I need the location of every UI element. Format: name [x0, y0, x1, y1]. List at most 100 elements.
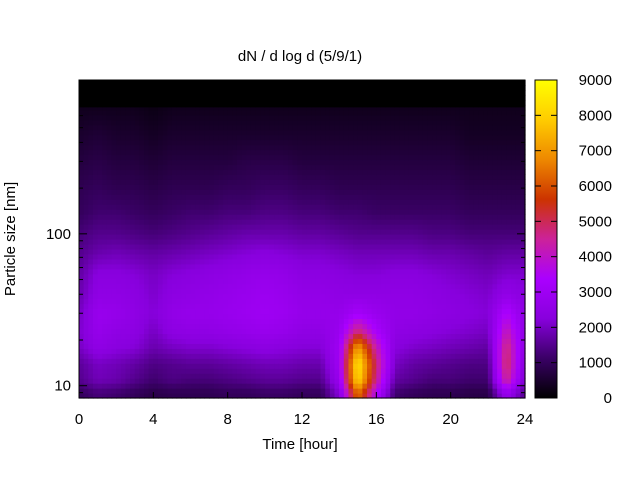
heatmap-cell: [371, 308, 377, 315]
heatmap-cell: [320, 308, 326, 315]
heatmap-cell: [157, 214, 164, 220]
heatmap-cell: [148, 298, 154, 305]
heatmap-cell: [88, 363, 94, 369]
heatmap-cell: [362, 258, 368, 265]
heatmap-cell: [185, 258, 192, 265]
heatmap-cell: [325, 283, 331, 290]
heatmap-cell: [185, 253, 192, 260]
heatmap-cell: [223, 263, 229, 270]
heatmap-cell: [218, 313, 224, 320]
heatmap-cell: [334, 219, 340, 225]
heatmap-cell: [88, 283, 94, 290]
heatmap-cell: [399, 104, 405, 111]
heatmap-cell: [325, 343, 331, 349]
heatmap-cell: [232, 248, 238, 255]
heatmap-cell: [181, 229, 187, 235]
heatmap-cell: [288, 129, 294, 136]
heatmap-cell: [106, 134, 113, 141]
heatmap-cell: [218, 124, 224, 131]
heatmap-cell: [97, 248, 103, 255]
heatmap-cell: [357, 154, 363, 161]
heatmap-cell: [297, 333, 303, 339]
heatmap-cell: [278, 214, 285, 220]
heatmap-cell: [390, 164, 396, 171]
heatmap-cell: [223, 144, 229, 151]
heatmap-cell: [418, 338, 424, 344]
heatmap-cell: [278, 253, 285, 260]
heatmap-cell: [102, 179, 108, 185]
heatmap-cell: [255, 388, 261, 394]
heatmap-cell: [144, 373, 150, 379]
heatmap-cell: [408, 149, 415, 156]
heatmap-cell: [209, 343, 215, 349]
heatmap-cell: [292, 383, 298, 389]
heatmap-cell: [102, 363, 108, 369]
heatmap-cell: [302, 229, 308, 235]
heatmap-cell: [274, 393, 280, 399]
heatmap-cell: [171, 268, 178, 275]
heatmap-cell: [320, 258, 326, 265]
heatmap-cell: [255, 149, 261, 156]
heatmap-cell: [181, 199, 187, 205]
heatmap-cell: [130, 288, 136, 295]
heatmap-cell: [427, 328, 433, 335]
heatmap-cell: [283, 248, 289, 255]
heatmap-cell: [367, 378, 373, 384]
heatmap-cell: [292, 169, 298, 176]
heatmap-cell: [157, 114, 164, 121]
heatmap-cell: [385, 189, 391, 195]
heatmap-cell: [353, 348, 359, 354]
heatmap-cell: [385, 248, 391, 255]
heatmap-cell: [241, 248, 247, 255]
heatmap-cell: [274, 378, 280, 384]
heatmap-cell: [130, 273, 136, 280]
heatmap-cell: [236, 278, 243, 285]
heatmap-cell: [102, 283, 108, 290]
heatmap-cell: [390, 124, 396, 131]
heatmap-cell: [353, 393, 359, 399]
heatmap-cell: [130, 263, 136, 270]
heatmap-cell: [385, 234, 391, 240]
heatmap-cell: [185, 368, 192, 374]
heatmap-cell: [436, 283, 442, 290]
heatmap-cell: [181, 174, 187, 180]
heatmap-cell: [274, 129, 280, 136]
heatmap-cell: [320, 214, 326, 220]
heatmap-cell: [422, 174, 429, 180]
heatmap-cell: [306, 393, 312, 399]
heatmap-cell: [130, 358, 136, 364]
heatmap-cell: [288, 283, 294, 290]
heatmap-cell: [371, 273, 377, 280]
heatmap-cell: [427, 348, 433, 354]
heatmap-cell: [102, 378, 108, 384]
heatmap-cell: [102, 139, 108, 146]
heatmap-cell: [195, 363, 201, 369]
heatmap-cell: [171, 293, 178, 300]
heatmap-cell: [92, 209, 99, 215]
heatmap-cell: [111, 343, 117, 349]
heatmap-cell: [422, 134, 429, 141]
heatmap-cell: [246, 358, 252, 364]
heatmap-cell: [376, 263, 382, 270]
heatmap-cell: [329, 363, 336, 369]
heatmap-cell: [339, 234, 345, 240]
heatmap-cell: [144, 298, 150, 305]
heatmap-cell: [380, 323, 387, 330]
heatmap-cell: [357, 253, 363, 260]
heatmap-cell: [167, 313, 173, 320]
heatmap-cell: [139, 159, 145, 166]
heatmap-cell: [376, 358, 382, 364]
heatmap-cell: [83, 154, 89, 161]
heatmap-cell: [181, 204, 187, 210]
heatmap-cell: [339, 174, 345, 180]
heatmap-cell: [190, 343, 196, 349]
heatmap-cell: [157, 229, 164, 235]
heatmap-cell: [227, 378, 233, 384]
heatmap-cell: [348, 119, 354, 126]
heatmap-cell: [292, 388, 298, 394]
heatmap-cell: [218, 258, 224, 265]
heatmap-cell: [427, 253, 433, 260]
heatmap-cell: [302, 134, 308, 141]
heatmap-cell: [283, 169, 289, 176]
heatmap-cell: [380, 373, 387, 379]
